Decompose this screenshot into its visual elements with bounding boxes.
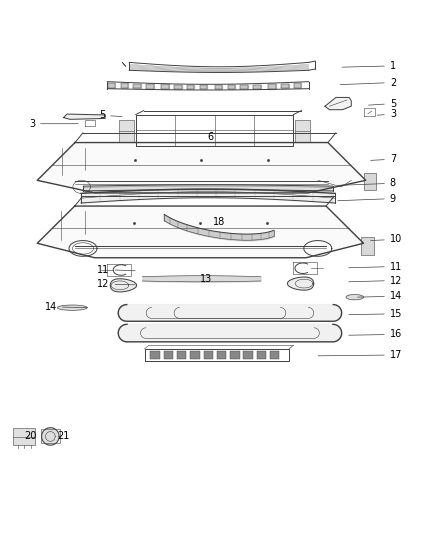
Polygon shape [57, 305, 87, 310]
Bar [164, 351, 173, 359]
Text: 20: 20 [25, 431, 37, 441]
Text: 18: 18 [213, 217, 225, 227]
Polygon shape [108, 83, 115, 88]
Polygon shape [240, 85, 248, 89]
Bar [204, 351, 213, 359]
Text: 11: 11 [97, 264, 135, 274]
Polygon shape [287, 277, 314, 290]
Text: 3: 3 [29, 119, 78, 128]
Polygon shape [281, 84, 289, 88]
Text: 17: 17 [318, 350, 402, 360]
Text: 10: 10 [371, 235, 402, 244]
Polygon shape [110, 279, 137, 292]
Bar [257, 351, 266, 359]
Polygon shape [187, 85, 194, 89]
Text: 12: 12 [349, 276, 402, 286]
Text: 1: 1 [342, 61, 396, 71]
Text: 3: 3 [377, 109, 396, 119]
Polygon shape [228, 85, 235, 89]
Bar [41, 430, 60, 443]
Polygon shape [120, 83, 128, 88]
Bar [361, 237, 374, 255]
Polygon shape [325, 98, 351, 110]
Polygon shape [64, 114, 105, 119]
Text: 5: 5 [368, 99, 396, 109]
Polygon shape [146, 84, 154, 88]
Polygon shape [174, 85, 182, 89]
Bar [217, 351, 226, 359]
Text: 21: 21 [57, 431, 70, 441]
Bar [364, 173, 376, 190]
Polygon shape [37, 142, 366, 193]
Bar [13, 428, 35, 445]
Text: 12: 12 [97, 279, 135, 289]
Bar [230, 351, 240, 359]
Polygon shape [215, 85, 223, 89]
Text: 14: 14 [45, 302, 87, 312]
Polygon shape [346, 295, 364, 300]
Polygon shape [133, 84, 141, 88]
Polygon shape [118, 304, 342, 321]
Text: 14: 14 [357, 291, 402, 301]
Polygon shape [42, 427, 59, 445]
Polygon shape [161, 85, 169, 89]
Text: 8: 8 [338, 178, 396, 188]
Bar [295, 120, 310, 142]
Text: 9: 9 [338, 193, 396, 204]
Bar [150, 351, 160, 359]
Polygon shape [37, 206, 364, 258]
Text: 15: 15 [349, 309, 402, 319]
Polygon shape [253, 85, 261, 89]
Bar [244, 351, 253, 359]
Bar [270, 351, 279, 359]
Text: 11: 11 [349, 262, 402, 271]
Text: 5: 5 [99, 110, 122, 120]
Bar [177, 351, 186, 359]
Text: 2: 2 [340, 77, 396, 87]
Bar [119, 120, 134, 142]
Polygon shape [294, 83, 301, 88]
Text: 16: 16 [349, 329, 402, 340]
Text: 13: 13 [200, 274, 212, 284]
Polygon shape [268, 84, 276, 88]
Polygon shape [200, 85, 207, 89]
Text: 7: 7 [371, 154, 396, 164]
Text: 6: 6 [207, 132, 213, 142]
Bar [190, 351, 200, 359]
Polygon shape [118, 324, 342, 342]
